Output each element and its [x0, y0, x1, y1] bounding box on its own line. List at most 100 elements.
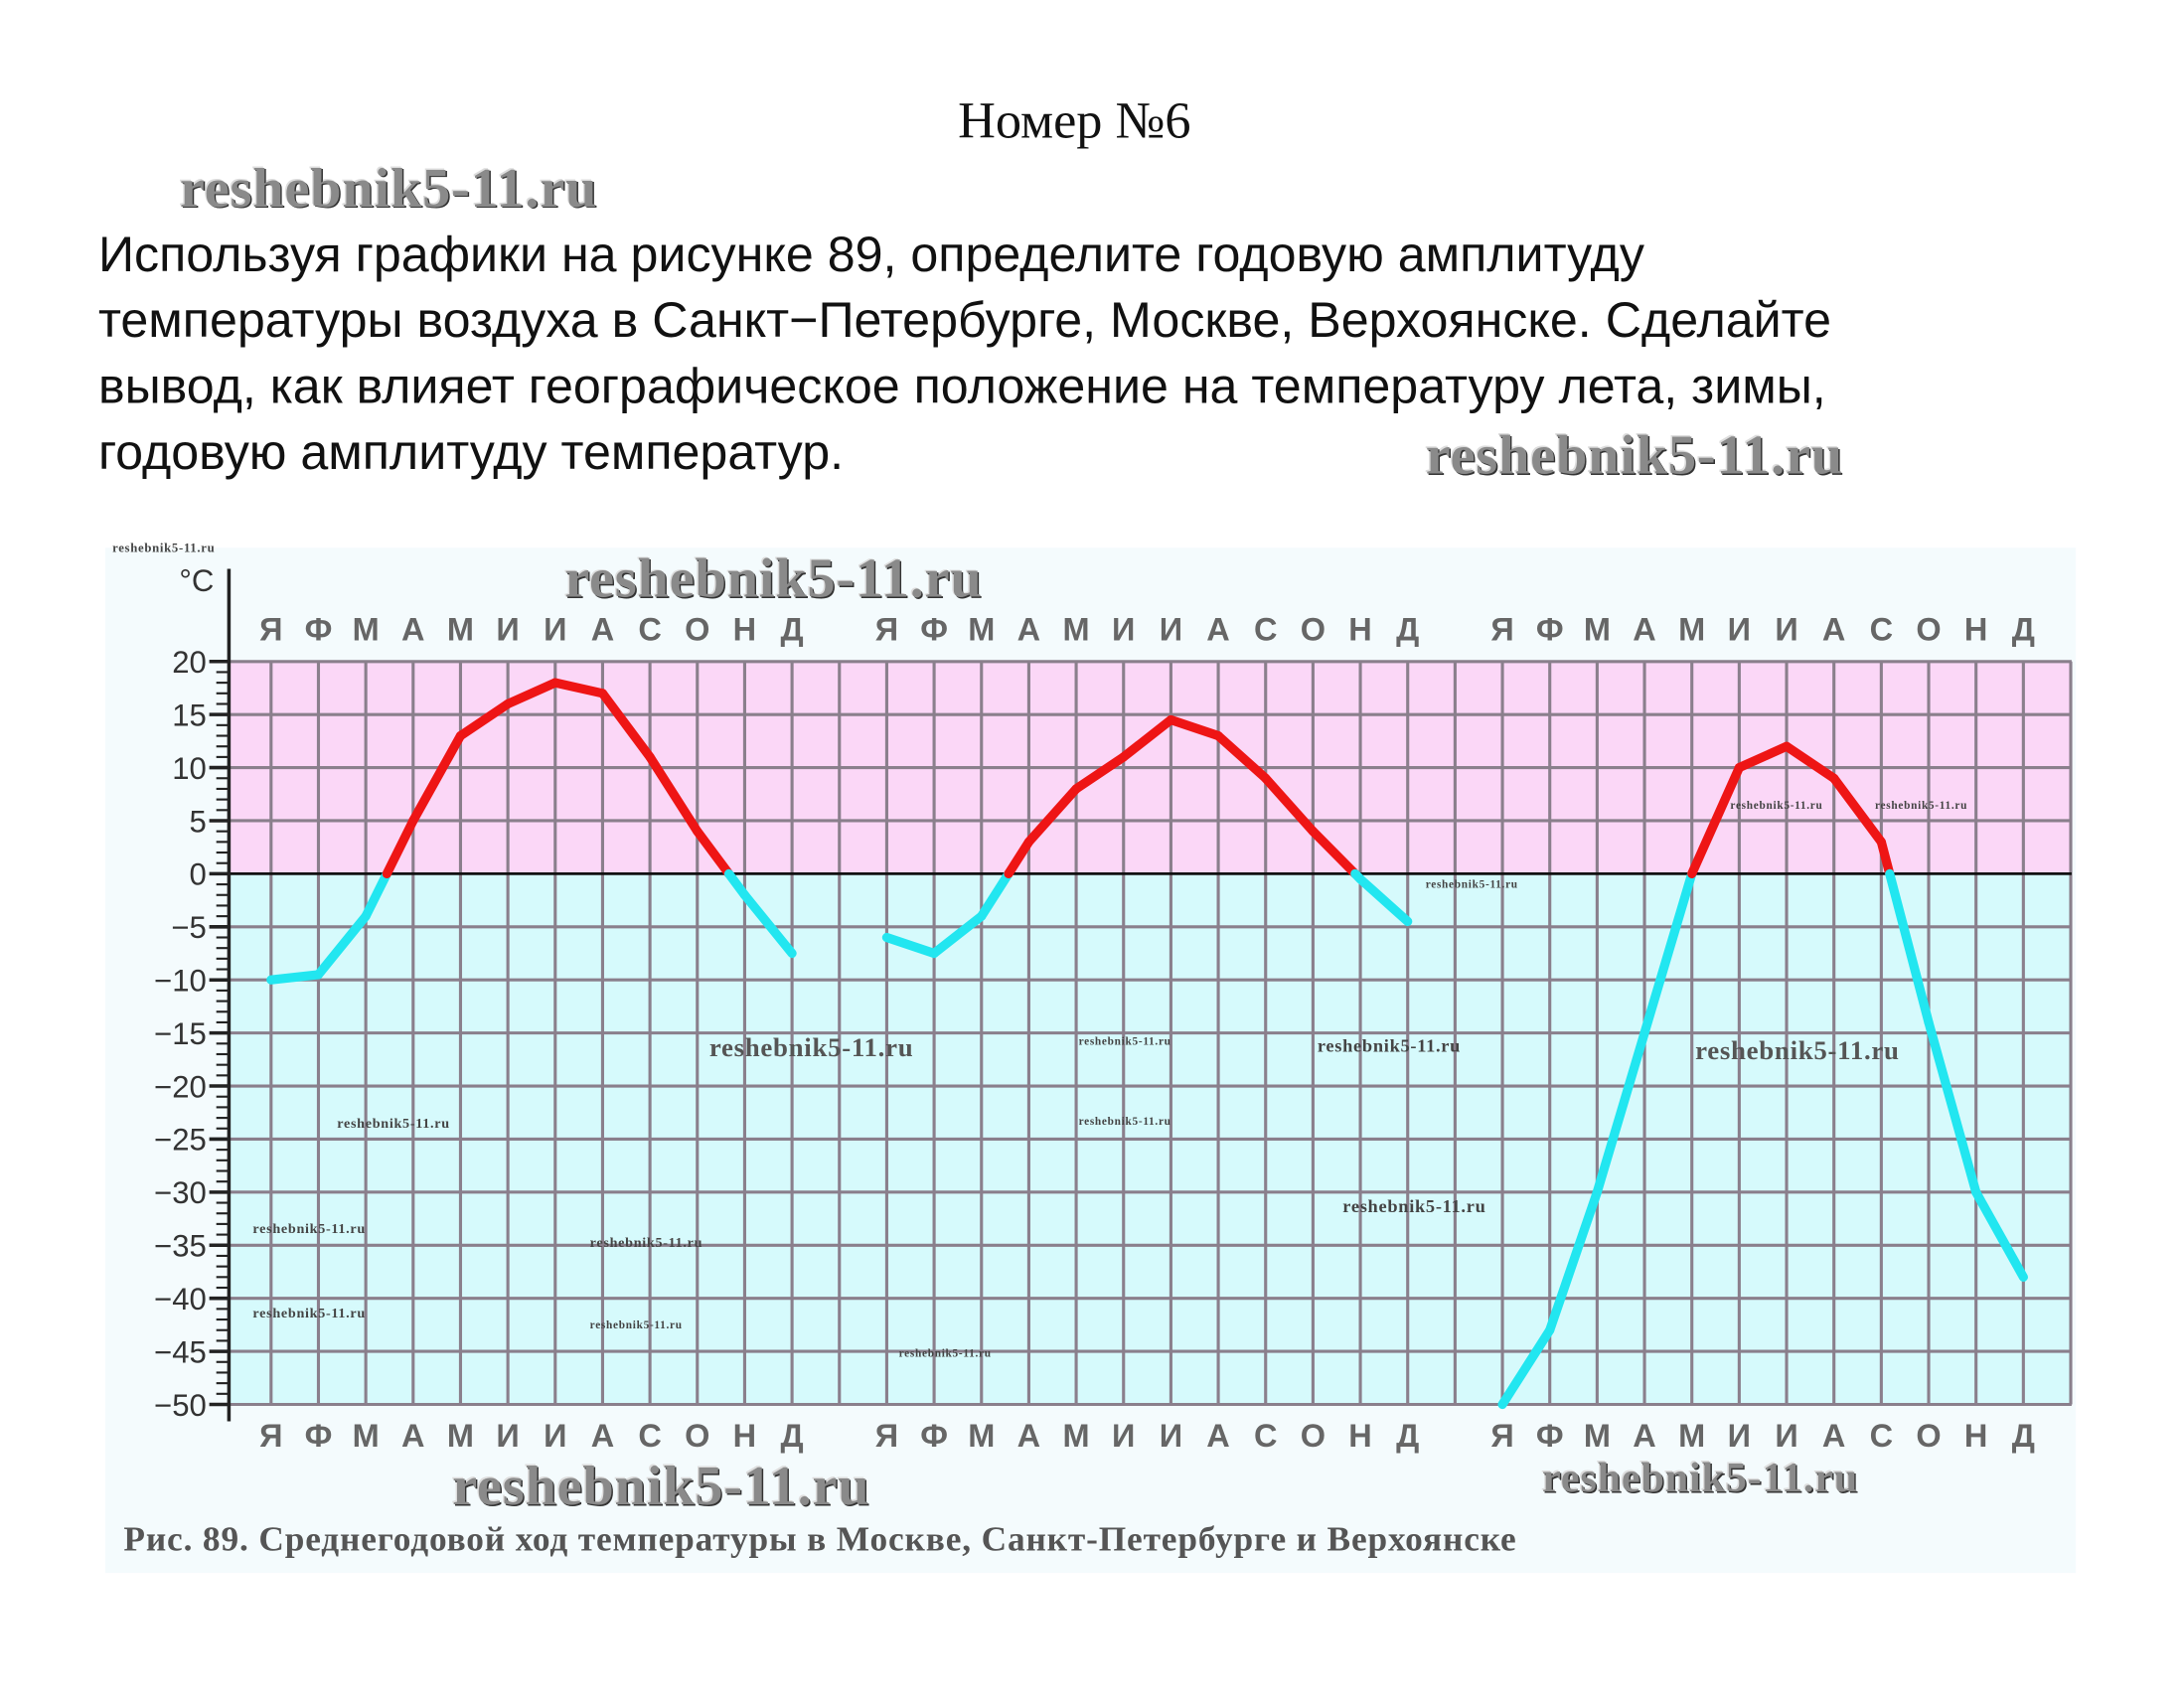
month-label-bottom: А: [1822, 1418, 1845, 1454]
watermark: reshebnik5-11.ru: [1730, 799, 1823, 813]
month-label-bottom: О: [685, 1418, 709, 1454]
data-point: [1024, 838, 1033, 847]
data-point: [882, 933, 891, 942]
series-segment-1: [455, 698, 513, 741]
series-segment-3: [1497, 1325, 1555, 1410]
month-label-bottom: Н: [733, 1418, 756, 1454]
month-label-bottom: И: [496, 1418, 519, 1454]
series-segment-3: [1734, 741, 1792, 773]
watermark: reshebnik5-11.ru: [112, 541, 216, 555]
month-label-top: Ф: [920, 612, 948, 648]
data-point: [1687, 869, 1696, 878]
y-tick-label: −45: [154, 1334, 207, 1369]
series-segment-2: [1119, 714, 1176, 762]
month-label-bottom: А: [401, 1418, 424, 1454]
series-segment-2: [1261, 773, 1318, 837]
month-label-top: Д: [781, 612, 804, 648]
series-segment-3: [1639, 868, 1697, 1038]
month-label-top: А: [401, 612, 424, 648]
series-segment-1: [739, 890, 797, 959]
y-tick-label: 20: [172, 645, 207, 680]
series-segment-1: [266, 970, 324, 985]
task-line: годовую амплитуду температур.: [97, 423, 845, 481]
watermark: reshebnik5-11.ru: [589, 1318, 683, 1331]
series-segment-1: [382, 816, 418, 878]
data-point: [503, 699, 513, 708]
data-point: [456, 731, 465, 740]
data-point: [1593, 1187, 1602, 1197]
month-label-bottom: А: [1206, 1418, 1229, 1454]
series-segment-1: [550, 678, 608, 698]
month-label-bottom: И: [544, 1418, 566, 1454]
data-point: [1924, 1017, 1934, 1027]
month-label-bottom: М: [1063, 1418, 1090, 1454]
watermark: reshebnik5-11.ru: [898, 1346, 992, 1360]
series-segment-3: [1971, 1187, 2028, 1282]
month-label-top: Я: [875, 612, 898, 648]
series-segment-3: [1885, 868, 1934, 1027]
month-label-bottom: А: [591, 1418, 614, 1454]
month-label-top: Д: [2012, 612, 2035, 648]
month-label-top: И: [1112, 612, 1135, 648]
data-point: [1119, 752, 1128, 762]
data-point: [361, 911, 371, 921]
series-segment-2: [881, 932, 939, 959]
month-label-bottom: М: [968, 1418, 995, 1454]
watermark: reshebnik5-11.ru: [1425, 422, 1843, 487]
data-point: [693, 827, 702, 836]
series-segment-3: [1592, 1028, 1649, 1197]
data-point: [977, 911, 986, 921]
series-segment-3: [1782, 741, 1839, 783]
series-segment-3: [1545, 1187, 1602, 1335]
month-label-bottom: Ф: [305, 1418, 333, 1454]
month-label-top: Н: [1348, 612, 1371, 648]
month-label-top: О: [685, 612, 709, 648]
y-tick-label: 5: [189, 804, 206, 839]
y-tick-label: −20: [154, 1069, 207, 1104]
month-label-top: И: [1775, 612, 1797, 648]
month-label-bottom: О: [1916, 1418, 1941, 1454]
data-point: [929, 949, 939, 958]
series-segment-2: [1004, 837, 1034, 878]
month-label-bottom: О: [1301, 1418, 1326, 1454]
series-segment-2: [1355, 874, 1413, 927]
watermark: reshebnik5-11.ru: [1317, 1034, 1462, 1056]
y-tick-label: −50: [154, 1388, 207, 1423]
y-tick-label: −35: [154, 1229, 207, 1264]
month-label-bottom: Н: [1348, 1418, 1371, 1454]
month-label-top: М: [447, 612, 474, 648]
data-point: [314, 970, 323, 980]
data-point: [1497, 1400, 1507, 1409]
series-segment-3: [1687, 762, 1744, 878]
month-label-top: Н: [733, 612, 756, 648]
watermark: reshebnik5-11.ru: [1542, 1455, 1859, 1502]
month-label-top: О: [1916, 612, 1941, 648]
month-label-top: М: [968, 612, 995, 648]
month-label-top: Ф: [305, 612, 333, 648]
series-segment-3: [1924, 1017, 1981, 1197]
page-title-wrap: Номер №6: [0, 92, 2149, 151]
month-label-top: И: [1160, 612, 1182, 648]
month-label-bottom: Я: [875, 1418, 898, 1454]
watermark: reshebnik5-11.ru: [1342, 1194, 1486, 1217]
figure-caption: Рис. 89. Среднегодовой ход температуры в…: [123, 1520, 1517, 1559]
month-label-bottom: И: [1775, 1418, 1797, 1454]
series-segment-1: [693, 827, 734, 878]
month-label-bottom: И: [1728, 1418, 1751, 1454]
series-segment-2: [1166, 714, 1223, 741]
month-label-top: М: [1584, 612, 1611, 648]
data-point: [645, 752, 655, 762]
watermark: reshebnik5-11.ru: [1695, 1036, 1900, 1066]
task-line: вывод, как влияет географическое положен…: [97, 358, 1826, 414]
series-segment-2: [1213, 730, 1271, 783]
series-segment-2: [929, 911, 987, 959]
watermark: reshebnik5-11.ru: [1875, 799, 1968, 813]
data-point: [598, 689, 607, 698]
month-label-top: С: [638, 612, 661, 648]
data-point: [787, 949, 797, 958]
data-point: [1877, 838, 1886, 847]
month-label-bottom: И: [1160, 1418, 1182, 1454]
data-point: [1782, 741, 1792, 751]
watermark: reshebnik5-11.ru: [589, 1235, 703, 1252]
